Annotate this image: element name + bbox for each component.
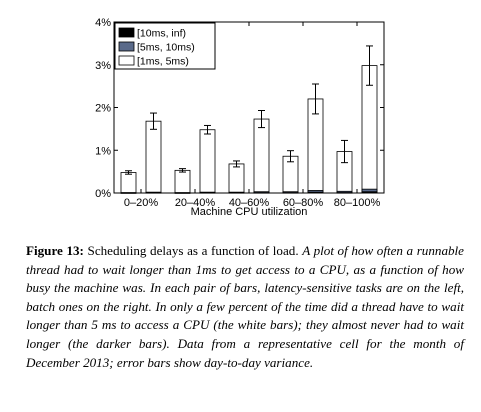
y-tick-label: 2% [95,103,111,115]
bar-latency-sensitive [336,192,353,194]
bars [120,65,378,194]
figure-caption: Figure 13: Scheduling delays as a functi… [26,242,464,372]
bar-batch [253,118,270,194]
bar-latency-sensitive [174,192,191,194]
bar-batch [199,129,216,194]
bar-batch [361,191,378,194]
caption-label: Figure 13: [26,243,84,258]
x-tick-label: 60–80% [283,197,324,209]
y-tick-label: 1% [95,145,111,157]
bar-latency-sensitive [120,172,137,194]
legend-label: [5ms, 10ms) [137,42,195,54]
bar-latency-sensitive [174,169,191,194]
y-axis-ticks: 0% 1% 2% 3% 4% [95,17,384,200]
error-bars [125,45,373,175]
bar-latency-sensitive [228,192,245,194]
legend-swatch [118,55,135,66]
y-tick-label: 4% [95,17,111,29]
y-tick-label: 0% [95,188,111,200]
legend-swatch [118,27,135,38]
bar-latency-sensitive [282,192,299,194]
bar-batch [307,191,324,194]
x-axis-label: Machine CPU utilization [191,206,308,218]
legend: [10ms, inf) [5ms, 10ms) [1ms, 5ms) [114,22,216,70]
bar-batch [145,120,162,194]
y-tick-label: 3% [95,60,111,72]
legend-label: [1ms, 5ms) [137,56,189,68]
x-tick-label: 0–20% [124,197,158,209]
legend-label: [10ms, inf) [137,28,186,40]
bar-latency-sensitive [228,163,245,194]
x-axis-ticks: 0–20% 20–40% 40–60% 60–80% 80–100% [124,22,381,209]
x-tick-label: 20–40% [175,197,216,209]
x-tick-label: 80–100% [334,197,381,209]
legend-swatch [118,41,135,52]
caption-body: A plot of how often a runnable thread ha… [26,243,464,370]
bar-latency-sensitive [120,192,137,194]
bar-batch [199,192,216,194]
bar-chart: 0% 1% 2% 3% 4% 0–20% 20–40% 40–60% 60–80% 80–100… [95,17,385,218]
caption-title: Scheduling delays as a function of load. [87,243,299,258]
bar-batch [253,192,270,194]
bar-batch [145,192,162,194]
x-tick-label: 40–60% [229,197,270,209]
